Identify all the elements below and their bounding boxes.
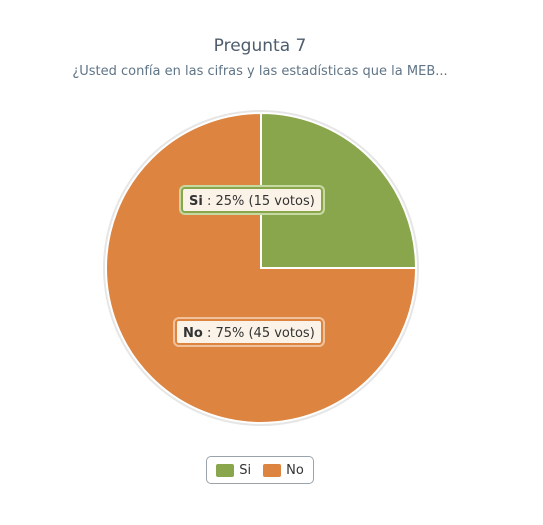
- chart-title: Pregunta 7: [213, 36, 307, 56]
- chart-subtitle: ¿Usted confía en las cifras y las estadí…: [72, 64, 448, 79]
- data-label-no: No : 75% (45 votos): [175, 319, 323, 345]
- pie-slice-si[interactable]: [260, 111, 418, 269]
- data-label-si: Si : 25% (15 votos): [181, 187, 323, 213]
- legend-label-si: Si: [239, 462, 252, 478]
- legend-swatch-no: [263, 463, 282, 477]
- legend-swatch-si: [216, 463, 235, 477]
- chart-legend: Si No: [206, 456, 314, 484]
- data-label-no-name: No: [183, 326, 203, 341]
- legend-label-no: No: [286, 462, 304, 478]
- legend-item-no[interactable]: No: [263, 463, 304, 478]
- data-label-si-name: Si: [189, 194, 203, 209]
- data-label-si-value: : 25% (15 votos): [202, 194, 315, 209]
- data-label-no-value: : 75% (45 votos): [202, 326, 315, 341]
- legend-item-si[interactable]: Si: [216, 463, 251, 478]
